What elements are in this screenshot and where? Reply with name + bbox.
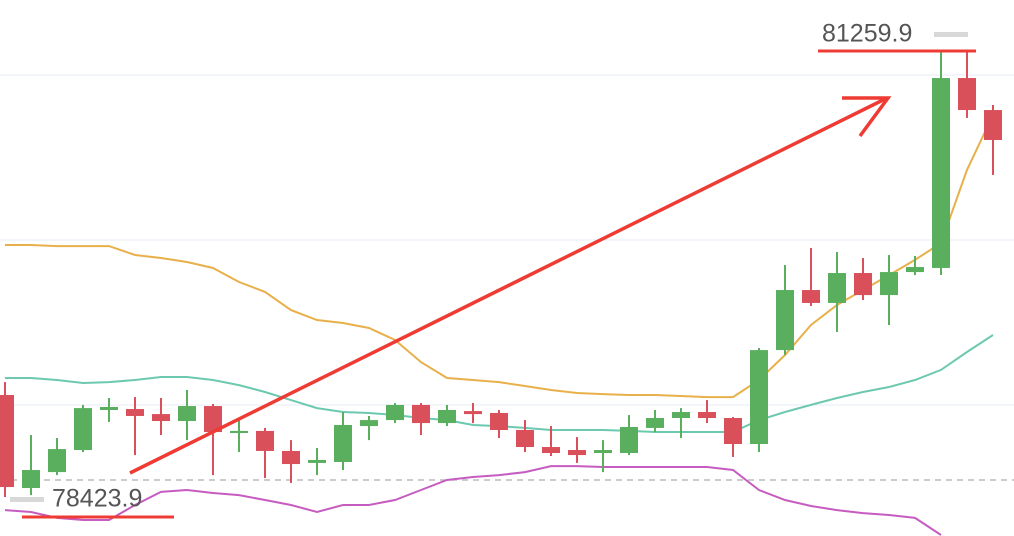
candle-body [698,412,716,419]
candles [0,50,1002,497]
candle-body [152,414,170,422]
candle-body [334,424,352,462]
candle-body [802,290,820,303]
candle-body [880,272,898,296]
candle-body [178,406,196,422]
candle-body [724,418,742,445]
annotations: 81259.9 78423.9 [10,20,976,519]
candle-body [854,273,872,296]
candle-body [594,450,612,454]
candle-body [464,411,482,415]
candle-body [828,273,846,303]
candle-body [282,450,300,465]
label-tick [10,497,44,502]
bands [4,114,994,536]
candle-body [0,395,14,488]
candle-body [958,78,976,111]
candle-body [360,420,378,427]
low-label: 78423.9 [52,485,142,513]
candle-body [984,110,1002,140]
grid [0,74,1014,481]
candle-body [256,430,274,451]
candle-body [386,404,404,421]
candle-body [516,429,534,448]
candle-body [568,450,586,456]
candle-body [906,267,924,273]
candle-body [672,412,690,419]
candle-body [776,290,794,351]
candle-body [750,350,768,445]
candle-body [126,409,144,416]
trend-arrow [129,97,886,475]
arrow-head [842,96,892,138]
candle-body [412,404,430,424]
candle-body [646,418,664,428]
candle-body [490,412,508,430]
candle-body [542,447,560,454]
candle-body [438,409,456,424]
candle-body [74,408,92,451]
candle-body [100,406,118,410]
candle-body [308,459,326,463]
candle-body [22,470,40,489]
label-tick [934,32,968,37]
band-line [4,465,942,536]
band-line [5,114,994,399]
candle-body [204,406,222,433]
candle-body [620,427,638,454]
candle-body [48,449,66,473]
candle-body [230,430,248,433]
high-label: 81259.9 [822,20,912,48]
candle-body [932,78,950,268]
